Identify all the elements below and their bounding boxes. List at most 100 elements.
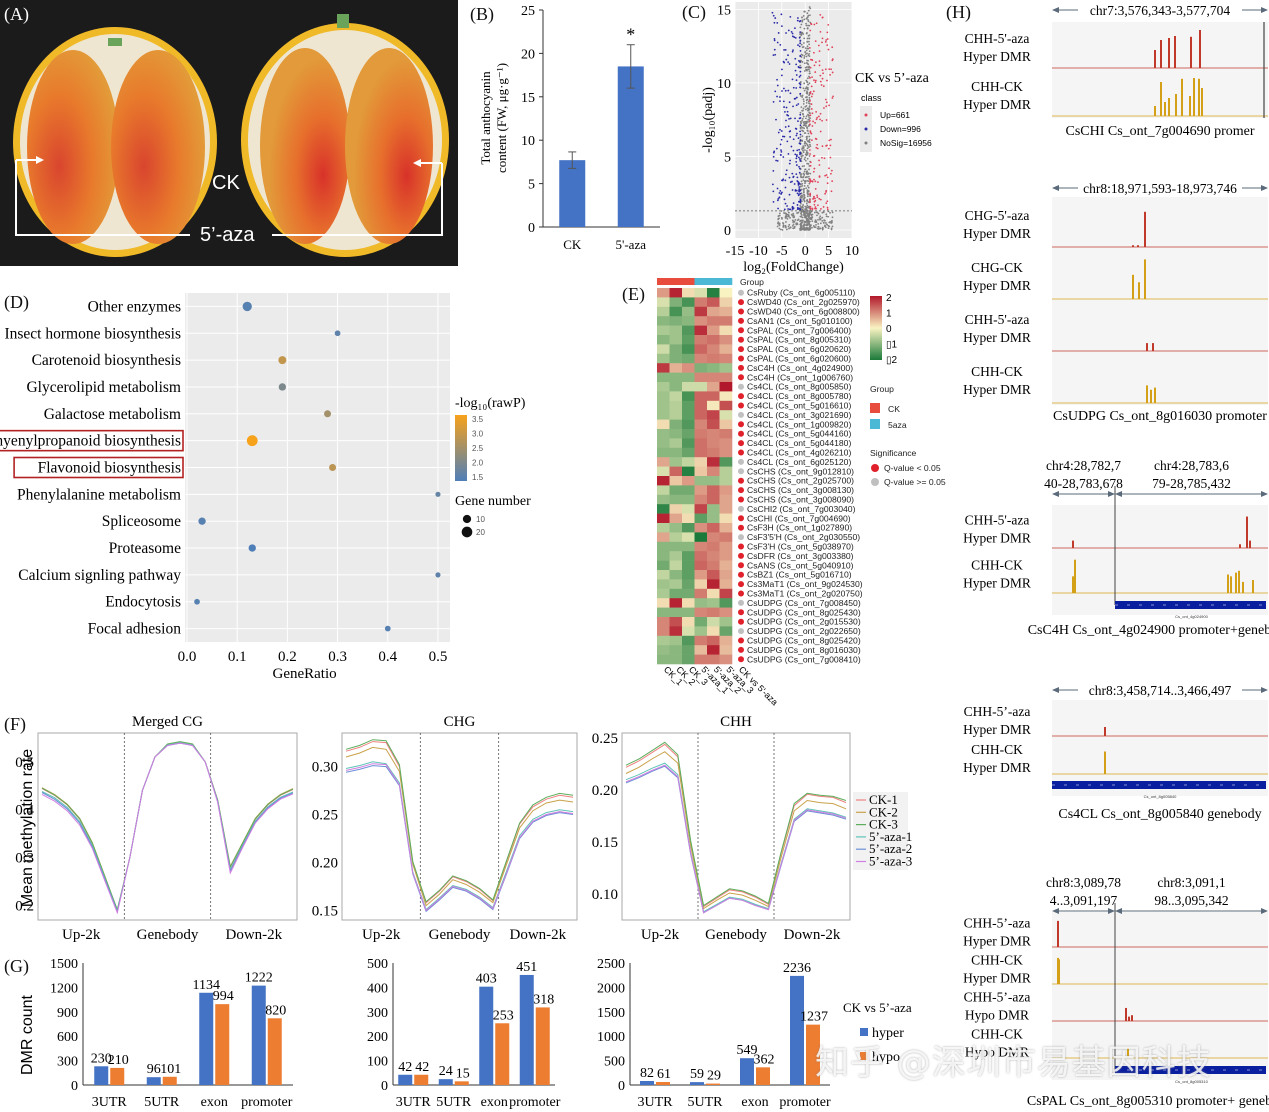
point-up [821,37,824,40]
point-up [818,64,821,67]
legend-entry: Down=996 [880,124,921,134]
significance-dot [738,609,744,616]
color-scale-tick: 2 [886,293,892,304]
point-down [787,153,790,155]
data-label: 42 [415,1060,429,1075]
bracket-left [15,160,190,236]
x-tick-label: 0.5 [429,649,448,665]
track-label: CHH-CK [971,742,1023,757]
point-nosig [807,9,810,12]
heatmap-cell [657,607,670,618]
point-nosig [806,87,808,90]
track-label: Hyper DMR [963,382,1031,397]
point-up [820,84,823,86]
category-label: Focal adhesion [88,621,182,638]
significance-dot [738,374,744,381]
point-nosig [806,37,809,40]
heatmap-cell [707,570,720,580]
heatmap-cell [707,560,720,571]
methylation-peak [1168,38,1170,68]
point-down [788,117,790,120]
heatmap-cell [719,457,733,467]
point-nosig [808,70,811,73]
heatmap-cell [669,617,683,627]
arrow-right-icon [1261,687,1268,693]
point-nosig [781,221,784,224]
significance-dot [738,346,744,353]
gene-label: Cs3MaT1 (Cs_ont_9g024530) [747,579,863,589]
point-down [798,82,801,85]
heatmap-cell [657,560,670,571]
point-up [830,68,832,71]
point-nosig [808,143,811,146]
point-nosig [807,146,810,149]
point-down [783,208,786,211]
point-up [816,196,819,199]
points-group [771,6,834,231]
legend-title: CK vs 5’-aza [843,1000,912,1015]
track-label: Hyper DMR [963,971,1031,986]
track-label: CHG-CK [971,260,1023,275]
series-line [625,762,847,913]
y-tick-label: 0.20 [592,783,618,799]
methylation-peak [1127,1047,1129,1058]
y-tick-label: 0.4 [15,803,34,819]
x-tick-label: 3UTR [92,1095,128,1110]
y-tick-label: 20 [521,47,535,62]
point-nosig [818,217,821,219]
point-nosig [799,136,802,139]
heatmap-cell [719,551,733,561]
heatmap-cell [694,372,708,383]
methylation-peak [1104,727,1106,736]
heatmap-cell [669,382,683,392]
point-down [785,119,787,122]
point-nosig [805,142,808,145]
point-nosig [802,190,805,192]
point-down [787,54,789,57]
heatmap-cell [707,316,720,326]
point-up [826,79,828,82]
significance-dot [738,317,744,324]
point-nosig [830,221,833,224]
gene-label: CsCHS (Cs_ont_3g008090) [747,495,854,505]
heatmap-cell [669,400,683,411]
y-tick-label: 0.25 [312,808,338,824]
gene-label: Cs4CL (Cs_ont_4g026210) [747,448,851,458]
significance-legend-label: Q-value >= 0.05 [884,477,946,487]
heatmap-cell [707,363,720,373]
point-nosig [808,43,811,46]
point-down [772,170,775,172]
point-nosig [800,23,803,26]
point-up [819,112,822,115]
y-axis-label: DMR count [19,994,36,1075]
point-down [795,104,798,107]
point-down [784,179,787,182]
heatmap-cell [682,476,695,486]
point-nosig [830,220,833,223]
panel-e-label: (E) [622,284,645,304]
point-nosig [800,219,803,222]
point-nosig [805,122,808,125]
point-down [781,179,784,182]
point-up [824,192,827,195]
point-up [814,81,817,84]
track-background [1052,197,1268,405]
heatmap-cell [657,466,670,477]
data-label: 2236 [783,961,811,976]
enrichment-dot [248,544,256,552]
gene-label: CsPAL (Cs_ont_7g006400) [747,325,851,335]
point-nosig [802,107,805,110]
group-annotation-cell [694,278,708,285]
region-label: chr8:3,089,78 [1046,875,1121,890]
heatmap-cell [682,372,695,383]
point-up [809,114,812,117]
region-label: Down-2k [784,927,841,943]
bar-hypo [454,1081,469,1085]
point-down [787,208,790,210]
bar-hypo [535,1007,550,1085]
point-nosig [807,18,809,21]
point-nosig [806,59,808,62]
gene-label: CsPAL (Cs_ont_8g005310) [747,335,851,345]
heatmap-cell [669,598,683,608]
heatmap-cell [707,325,720,336]
